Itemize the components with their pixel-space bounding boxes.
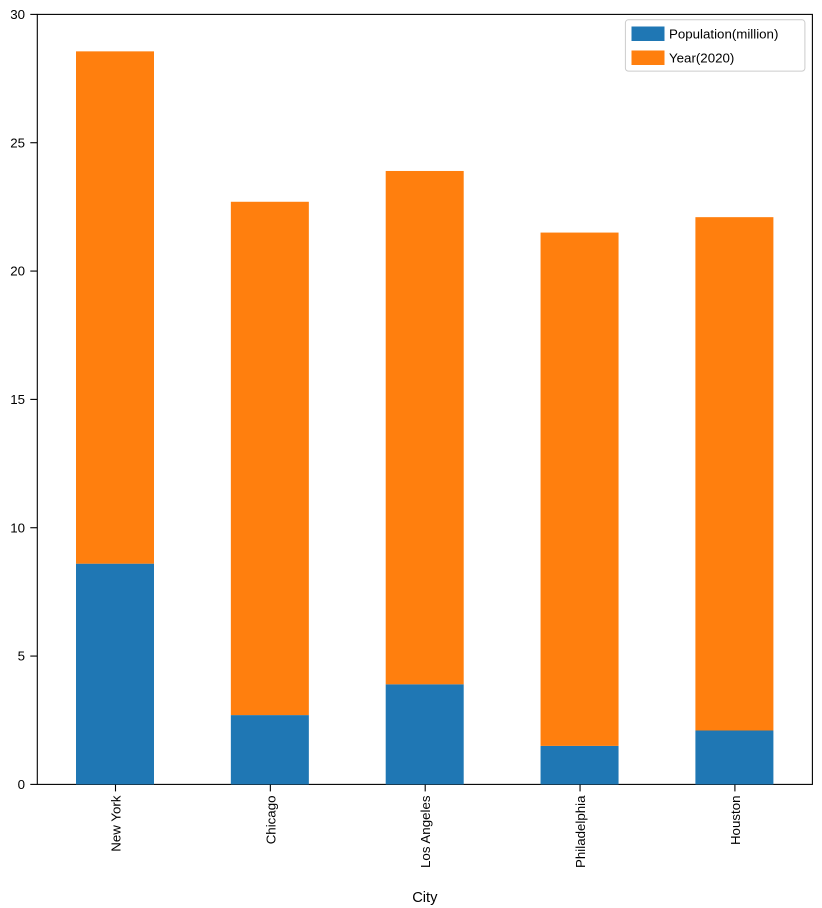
- svg-text:Philadelphia: Philadelphia: [573, 795, 588, 868]
- svg-text:30: 30: [10, 7, 25, 22]
- svg-text:City: City: [412, 890, 438, 906]
- svg-text:15: 15: [10, 392, 25, 407]
- svg-text:5: 5: [18, 649, 25, 664]
- svg-text:New York: New York: [109, 795, 124, 852]
- svg-text:25: 25: [10, 135, 25, 150]
- svg-text:Houston: Houston: [728, 796, 743, 846]
- svg-text:0: 0: [18, 777, 25, 792]
- svg-text:Population(million): Population(million): [669, 26, 778, 41]
- svg-text:20: 20: [10, 264, 25, 279]
- svg-text:Los Angeles: Los Angeles: [418, 795, 433, 868]
- svg-text:10: 10: [10, 520, 25, 535]
- svg-text:Chicago: Chicago: [263, 796, 278, 845]
- svg-text:Year(2020): Year(2020): [669, 50, 734, 65]
